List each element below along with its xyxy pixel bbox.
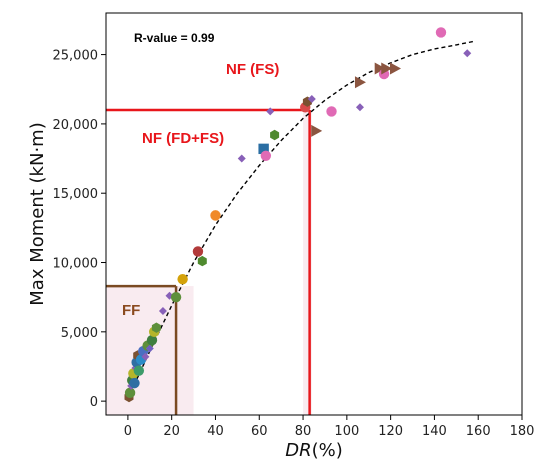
y-tick-label-5: 25,000 [53, 49, 99, 64]
data-point-36 [355, 103, 364, 112]
data-point-26 [258, 143, 269, 155]
data-point-21 [177, 273, 188, 285]
data-point-28 [266, 107, 275, 116]
data-point-1 [124, 387, 136, 399]
axis-ticks: 0 20 40 60 80 100 120 140 160 180 0 5,000 10,000 15,0… [53, 49, 535, 439]
data-point-40 [390, 62, 402, 75]
nf-fs-annotation: NF (FS) [226, 61, 279, 78]
x-axis-label-unit: (%) [312, 440, 343, 461]
data-point-27 [260, 150, 272, 161]
data-point-18 [158, 307, 167, 316]
x-tick-label-2: 40 [207, 424, 224, 439]
y-tick-label-3: 15,000 [53, 187, 99, 202]
y-tick-label-2: 10,000 [53, 257, 99, 272]
data-point-14 [145, 344, 154, 353]
data-point-20 [170, 291, 182, 303]
data-point-25 [237, 154, 246, 163]
data-point-23 [197, 255, 207, 267]
data-point-24 [210, 210, 221, 221]
data-point-39 [381, 62, 393, 75]
data-point-41 [435, 27, 447, 38]
y-tick-label-0: 0 [90, 395, 98, 410]
data-points [124, 27, 472, 403]
data-point-34 [326, 106, 337, 117]
ff-annotation: FF [122, 302, 140, 319]
y-tick-label-1: 5,000 [61, 326, 98, 341]
x-tick-label-9: 180 [510, 424, 535, 439]
x-axis-label-italic: DR [285, 440, 311, 461]
data-point-17 [151, 322, 161, 333]
x-tick-label-4: 80 [295, 424, 312, 439]
x-tick-label-0: 0 [124, 424, 132, 439]
x-axis-label: DR(%) [285, 440, 343, 461]
data-point-32 [307, 94, 316, 103]
y-tick-label-4: 20,000 [53, 118, 99, 133]
data-point-42 [463, 49, 472, 58]
x-tick-label-7: 140 [422, 424, 447, 439]
threshold-lines [106, 108, 311, 415]
x-tick-label-1: 20 [163, 424, 180, 439]
data-point-15 [146, 334, 158, 346]
data-point-12 [141, 352, 150, 361]
data-point-37 [374, 62, 386, 75]
x-tick-label-8: 160 [466, 424, 491, 439]
data-point-22 [192, 246, 204, 257]
x-tick-label-6: 120 [378, 424, 403, 439]
y-axis-label: Max Moment (kN·m) [27, 122, 48, 305]
shaded-region-1 [303, 110, 312, 415]
data-point-5 [129, 377, 140, 389]
nf-fdfs-annotation: NF (FD+FS) [142, 130, 224, 147]
data-point-9 [133, 365, 145, 376]
data-point-35 [354, 76, 366, 89]
plot-frame [105, 12, 523, 416]
data-point-29 [270, 129, 280, 141]
x-tick-label-5: 100 [334, 424, 359, 439]
r-value-annotation: R-value = 0.99 [134, 31, 215, 45]
data-point-33 [311, 124, 323, 137]
x-tick-label-3: 60 [251, 424, 268, 439]
